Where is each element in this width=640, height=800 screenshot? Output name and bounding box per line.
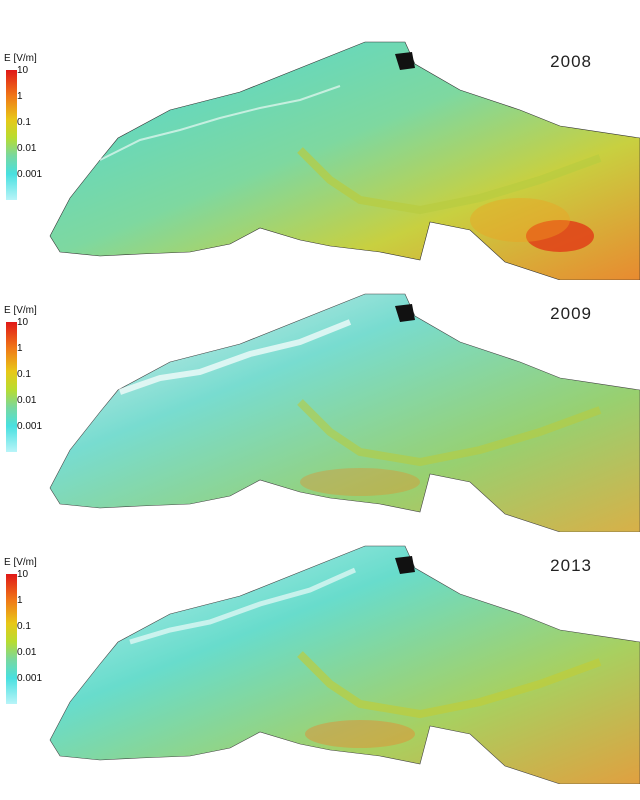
valley	[297, 147, 602, 215]
dark-patch	[395, 52, 415, 70]
legend-tick: 0.1	[17, 369, 31, 380]
map-panel-2008: 2008 E [V/m] 10 1 0.1 0.01 0.001	[0, 30, 640, 280]
legend-tick: 0.01	[17, 647, 37, 658]
legend-tick: 0.1	[17, 621, 31, 632]
terrain-surface	[49, 41, 640, 280]
year-label: 2013	[550, 556, 592, 575]
hotspot-halo	[470, 198, 570, 242]
dark-patch	[395, 556, 415, 574]
legend-title: E [V/m]	[4, 305, 37, 316]
legend-title: E [V/m]	[4, 53, 37, 64]
legend-tick: 0.001	[17, 421, 43, 432]
legend-tick: 10	[17, 569, 29, 580]
valley	[297, 651, 602, 719]
map-panel-2009: 2009 E [V/m] 10 1 0.1 0.01 0.001	[0, 282, 640, 532]
color-scale-bar	[6, 322, 17, 452]
dark-patch	[395, 304, 415, 322]
legend-tick: 0.001	[17, 169, 43, 180]
color-scale-bar	[6, 70, 17, 200]
legend-tick: 0.01	[17, 143, 37, 154]
legend-title: E [V/m]	[4, 557, 37, 568]
terrain-surface	[49, 293, 640, 532]
legend-tick: 1	[17, 343, 23, 354]
terrain-surface	[49, 545, 640, 784]
legend: E [V/m] 10 1 0.1 0.01 0.001	[4, 557, 74, 717]
hotspot-halo	[305, 720, 415, 748]
snow-ridge	[119, 319, 352, 395]
legend-tick: 1	[17, 91, 23, 102]
legend-tick: 0.01	[17, 395, 37, 406]
terrain-map	[49, 545, 640, 784]
legend: E [V/m] 10 1 0.1 0.01 0.001	[4, 53, 74, 213]
legend-tick: 1	[17, 595, 23, 606]
map-panel-2013: 2013 E [V/m] 10 1 0.1 0.01 0.001	[0, 534, 640, 784]
valley	[297, 399, 602, 467]
year-label: 2008	[550, 52, 592, 71]
legend-tick: 10	[17, 317, 29, 328]
terrain-map	[49, 293, 640, 532]
ridge-line	[99, 85, 341, 161]
hotspot	[526, 220, 594, 252]
snow-ridge	[129, 567, 357, 645]
legend-tick: 0.1	[17, 117, 31, 128]
legend: E [V/m] 10 1 0.1 0.01 0.001	[4, 305, 74, 465]
terrain-map	[49, 41, 640, 280]
hotspot-halo	[300, 468, 420, 496]
year-label: 2009	[550, 304, 592, 323]
legend-tick: 10	[17, 65, 29, 76]
color-scale-bar	[6, 574, 17, 704]
legend-tick: 0.001	[17, 673, 43, 684]
